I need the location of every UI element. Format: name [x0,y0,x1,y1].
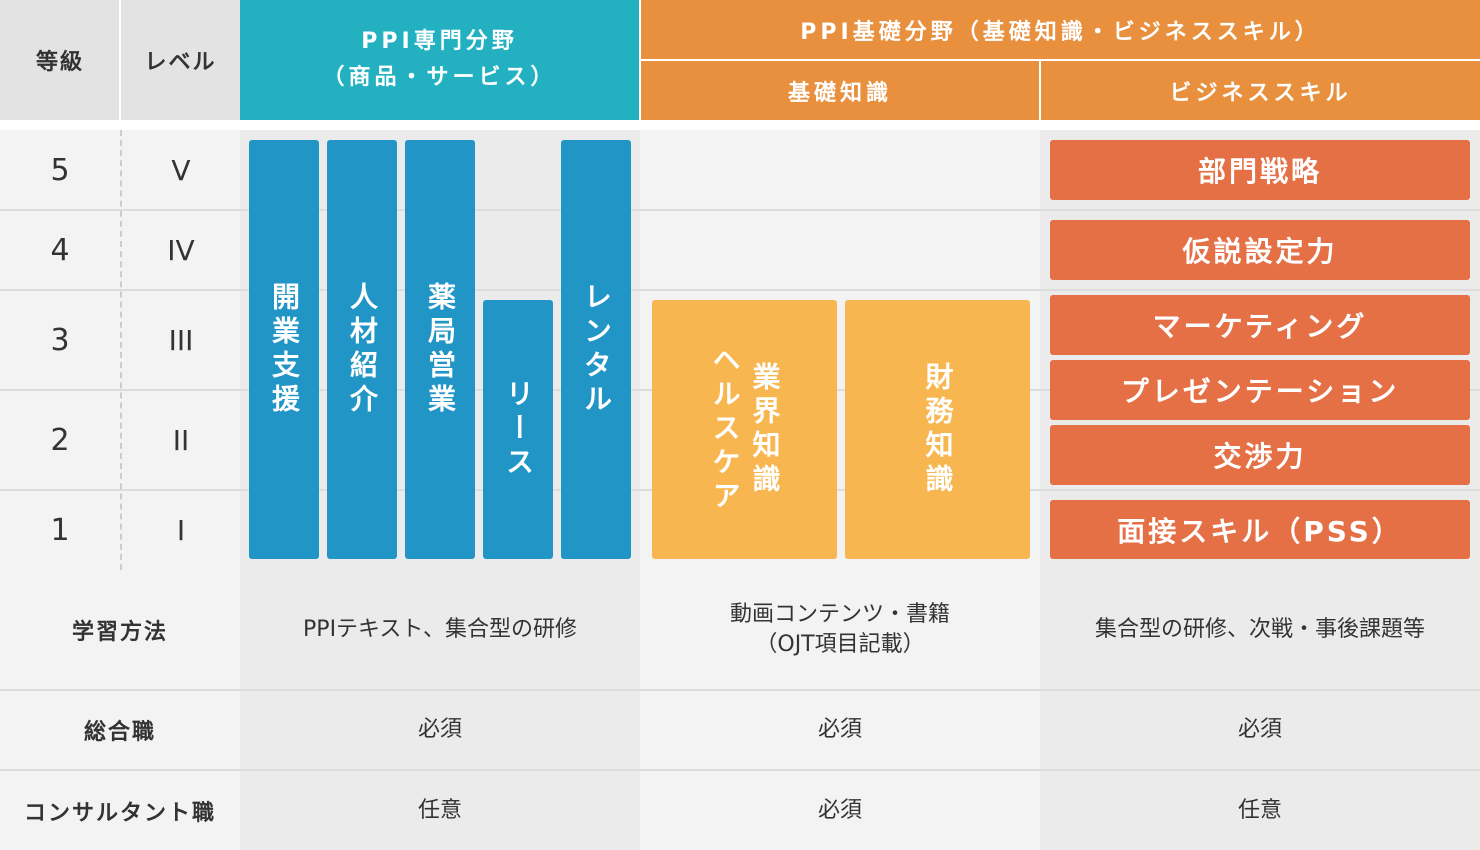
specialty-bar-label: リース [502,378,535,481]
general-business: 必須 [1040,691,1480,769]
row-divider [0,209,1480,211]
grade-value: 2 [50,422,70,458]
header-business-skill: ビジネススキル [1041,61,1480,120]
header-grade: 等級 [0,0,120,120]
skill-box: プレゼンテーション [1050,360,1470,420]
row-label-consultant: コンサルタント職 [0,771,240,850]
header-level: レベル [121,0,240,120]
level-value: IV [167,233,195,267]
header-divider [1039,61,1041,120]
specialty-bar-kaigyo: 開業支援 [249,140,319,559]
row-divider [0,769,1480,771]
method-business: 集合型の研修、次戦・事後課題等 [1040,570,1480,689]
skill-box: 部門戦略 [1050,140,1470,200]
knowledge-box-label: 財務知識 [921,361,955,498]
grade-value: 5 [50,153,70,188]
specialty-bar-yakkyoku: 薬局営業 [405,140,475,559]
specialty-bar-label: 人材紹介 [346,281,379,418]
header-specialty-subtitle: （商品・サービス） [322,65,557,90]
knowledge-box-label: 業界知識 [748,361,782,498]
level-value: V [171,154,191,187]
skill-box: マーケティング [1050,295,1470,355]
level-value: I [176,514,186,547]
row-divider [0,289,1480,291]
method-basic-line2: （OJT項目記載） [755,631,925,657]
method-specialty: PPIテキスト、集合型の研修 [240,570,640,689]
method-basic-line1: 動画コンテンツ・書籍 [729,601,950,627]
grade-level-divider [120,130,122,570]
general-basic: 必須 [640,691,1040,769]
header-specialty-title: PPI専門分野 [361,29,518,54]
method-specialty-text: PPIテキスト、集合型の研修 [303,616,577,642]
skill-box: 仮説設定力 [1050,220,1470,280]
specialty-bar-lease: リース [483,300,553,559]
consultant-specialty: 任意 [240,771,640,850]
method-business-text: 集合型の研修、次戦・事後課題等 [1094,616,1425,642]
specialty-bar-jinzai: 人材紹介 [327,140,397,559]
row-label-general: 総合職 [0,691,240,769]
header-divider [119,0,121,120]
specialty-bar-label: 開業支援 [268,281,301,418]
grade-value: 4 [50,232,70,268]
skill-box: 面接スキル（PSS） [1050,500,1470,559]
header-basic: PPI基礎分野（基礎知識・ビジネススキル） [641,0,1480,59]
header-specialty: PPI専門分野 （商品・サービス） [240,0,639,120]
header-divider [639,0,641,120]
knowledge-box-healthcare: ヘルスケア 業界知識 [652,300,837,559]
general-specialty: 必須 [240,691,640,769]
grade-value: 3 [50,322,70,358]
consultant-basic: 必須 [640,771,1040,850]
level-value: III [168,323,194,357]
knowledge-box-label: ヘルスケア [708,344,742,515]
specialty-bar-rental: レンタル [561,140,631,559]
row-label-method: 学習方法 [0,570,240,689]
header-divider [641,59,1480,61]
grade-value: 1 [50,513,70,548]
level-value: II [172,423,190,457]
consultant-business: 任意 [1040,771,1480,850]
specialty-bar-label: 薬局営業 [424,281,457,418]
knowledge-box-finance: 財務知識 [845,300,1030,559]
row-divider [0,689,1480,691]
method-basic: 動画コンテンツ・書籍 （OJT項目記載） [640,570,1040,689]
skill-box: 交渉力 [1050,425,1470,485]
specialty-bar-label: レンタル [580,281,613,418]
header-basic-knowledge: 基礎知識 [641,61,1039,120]
